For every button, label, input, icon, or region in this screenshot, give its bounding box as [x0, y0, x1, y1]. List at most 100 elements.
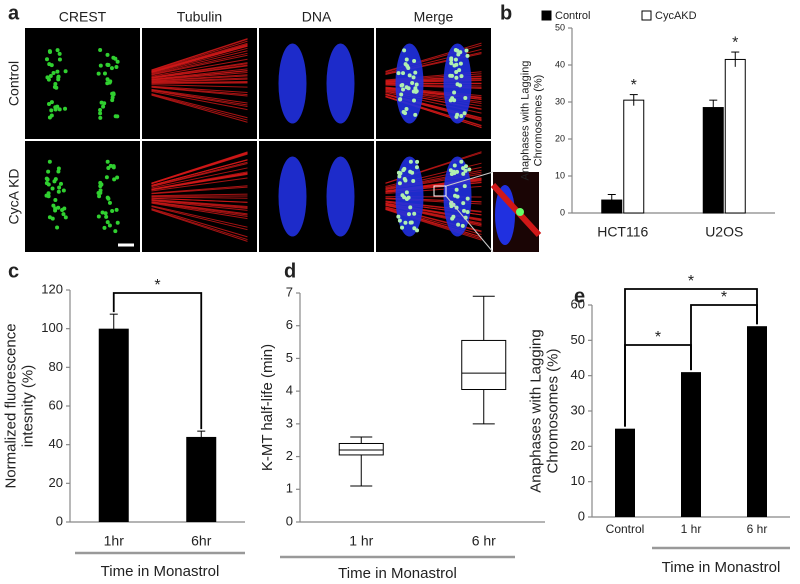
- spindle-fiber: [151, 208, 248, 241]
- x-tick-label: 1hr: [104, 533, 125, 549]
- box: [338, 442, 384, 456]
- y-tick-label: 60: [571, 296, 585, 311]
- spindle-fiber: [151, 70, 248, 81]
- kinetochore: [96, 71, 101, 76]
- spindle-fiber: [151, 81, 248, 84]
- kinetochore: [50, 186, 55, 191]
- y-tick-label: 0: [560, 207, 565, 217]
- significance: *: [631, 77, 637, 94]
- box: [461, 339, 507, 391]
- kinetochore: [63, 69, 68, 74]
- kinetochore: [56, 169, 61, 174]
- spindle-fiber: [151, 202, 248, 220]
- micrograph: [259, 28, 374, 139]
- significance: *: [655, 329, 661, 346]
- kinetochore: [49, 108, 54, 113]
- kinetochore: [457, 68, 462, 73]
- significance: *: [688, 273, 694, 290]
- kinetochore: [114, 207, 119, 212]
- kinetochore: [105, 52, 110, 57]
- kinetochore: [45, 177, 50, 182]
- kinetochore: [48, 74, 53, 79]
- kinetochore: [57, 57, 62, 62]
- kinetochore: [408, 159, 413, 164]
- kinetochore: [454, 75, 459, 80]
- kinetochore: [450, 96, 455, 101]
- x-axis-label: Time in Monastrol: [338, 565, 457, 582]
- kinetochore: [403, 111, 408, 116]
- spindle-fiber: [151, 193, 248, 197]
- spindle-fiber: [151, 186, 248, 195]
- spindle-fiber: [151, 50, 248, 75]
- y-tick-label: 1: [286, 481, 293, 496]
- inset-box: [433, 185, 447, 197]
- panel-letter: b: [500, 2, 512, 24]
- kinetochore: [113, 229, 118, 234]
- spindle-fiber: [151, 52, 248, 75]
- kinetochore: [111, 91, 116, 96]
- kinetochore: [396, 214, 401, 219]
- spindle-fiber: [151, 68, 248, 80]
- kinetochore: [63, 106, 68, 111]
- kinetochore: [115, 175, 120, 180]
- kinetochore: [114, 65, 119, 70]
- y-axis-label: intesnity (%): [19, 365, 36, 448]
- y-tick-label: 50: [571, 332, 585, 347]
- kinetochore: [399, 92, 404, 97]
- kinetochore: [413, 70, 418, 75]
- kinetochore: [56, 205, 61, 210]
- kinetochore: [406, 66, 411, 71]
- spindle-fiber: [151, 84, 248, 88]
- kinetochore: [408, 220, 413, 225]
- kinetochore: [411, 75, 416, 80]
- y-tick-label: 40: [571, 367, 585, 382]
- kinetochore: [410, 170, 415, 175]
- spindle-fiber: [151, 71, 248, 81]
- kinetochore: [53, 197, 58, 202]
- kinetochore: [109, 66, 114, 71]
- spindle-fiber: [151, 93, 248, 119]
- kinetochore: [406, 86, 411, 91]
- spindle-fiber: [151, 200, 248, 211]
- spindle-fiber: [151, 47, 248, 74]
- kinetochore: [410, 80, 415, 85]
- panel-letter: c: [8, 260, 19, 282]
- spindle-fiber: [151, 153, 248, 185]
- kinetochore: [97, 194, 102, 199]
- kinetochore: [406, 195, 411, 200]
- kinetochore: [454, 187, 459, 192]
- kinetochore: [53, 107, 58, 112]
- x-tick-label: 6 hr: [747, 522, 768, 536]
- kinetochore: [52, 85, 57, 90]
- spindle-fiber: [151, 62, 248, 78]
- spindle-fiber: [151, 159, 248, 186]
- kinetochore: [458, 50, 463, 55]
- kinetochore: [46, 194, 51, 199]
- legend-swatch: [641, 10, 652, 21]
- kinetochore: [61, 188, 66, 193]
- legend-label: Control: [555, 10, 590, 22]
- kinetochore: [461, 166, 466, 171]
- kinetochore: [105, 195, 110, 200]
- bar: [747, 326, 767, 517]
- kinetochore: [98, 115, 103, 120]
- kinetochore: [401, 71, 406, 76]
- spindle-fiber: [151, 163, 248, 188]
- bar: [186, 436, 217, 522]
- y-tick-label: 20: [49, 475, 63, 490]
- kinetochore: [404, 57, 409, 62]
- column-header: Tubulin: [177, 9, 222, 25]
- kinetochore: [99, 100, 104, 105]
- kinetochore: [60, 208, 65, 213]
- kinetochore: [111, 165, 116, 170]
- kinetochore: [53, 81, 58, 86]
- x-tick-label: 1 hr: [349, 533, 373, 549]
- significance: *: [732, 34, 738, 51]
- x-axis-label: Time in Monastrol: [101, 563, 220, 580]
- kinetochore: [453, 57, 458, 62]
- kinetochore: [44, 57, 49, 62]
- kinetochore: [401, 87, 406, 92]
- kinetochore: [402, 48, 407, 53]
- kinetochore: [396, 170, 401, 175]
- kinetochore: [458, 61, 463, 66]
